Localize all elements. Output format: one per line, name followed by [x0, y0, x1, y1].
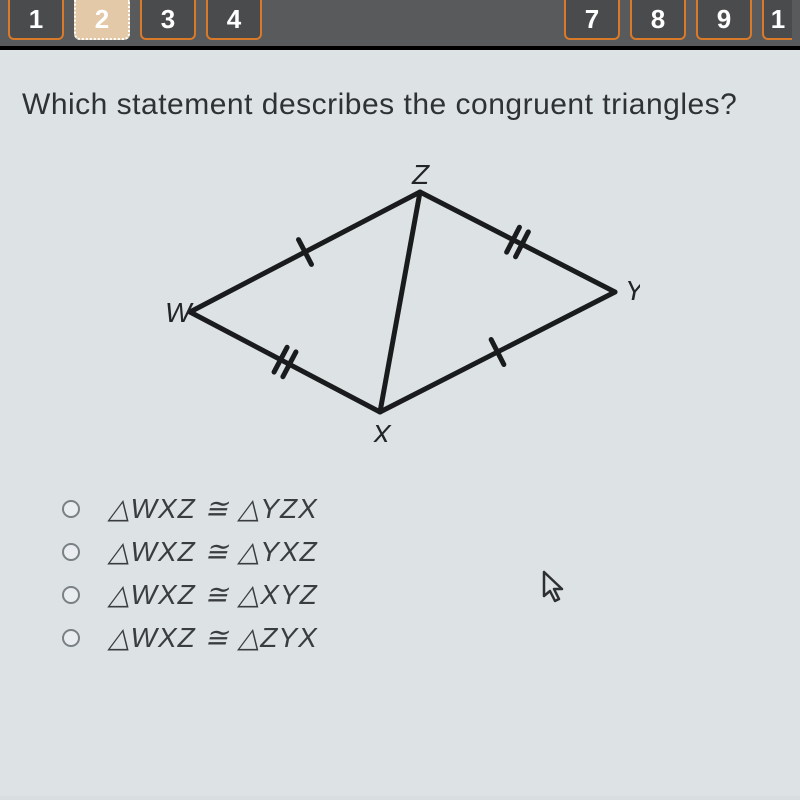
option-c[interactable]: △WXZ ≅ △XYZ	[62, 578, 778, 611]
radio-icon	[62, 629, 80, 647]
question-nav-bar: 1 2 3 4 7 8 9 1	[0, 0, 800, 50]
question-content: Which statement describes the congruent …	[0, 50, 800, 796]
question-text: Which statement describes the congruent …	[22, 88, 778, 122]
svg-text:X: X	[371, 419, 392, 442]
radio-icon	[62, 586, 80, 604]
nav-item-3[interactable]: 3	[140, 0, 196, 40]
option-label: △WXZ ≅ △XYZ	[108, 578, 318, 611]
nav-item-4[interactable]: 4	[206, 0, 262, 40]
option-label: △WXZ ≅ △YXZ	[108, 535, 318, 568]
svg-text:Z: Z	[411, 162, 430, 190]
nav-item-8[interactable]: 8	[630, 0, 686, 40]
svg-text:W: W	[165, 297, 194, 328]
answer-options: △WXZ ≅ △YZX △WXZ ≅ △YXZ △WXZ ≅ △XYZ △WXZ…	[62, 492, 778, 654]
nav-item-2[interactable]: 2	[74, 0, 130, 40]
radio-icon	[62, 543, 80, 561]
nav-item-7[interactable]: 7	[564, 0, 620, 40]
svg-text:Y: Y	[625, 275, 640, 306]
nav-item-9[interactable]: 9	[696, 0, 752, 40]
option-label: △WXZ ≅ △ZYX	[108, 621, 318, 654]
nav-item-10[interactable]: 1	[762, 0, 792, 40]
option-a[interactable]: △WXZ ≅ △YZX	[62, 492, 778, 525]
nav-item-1[interactable]: 1	[8, 0, 64, 40]
option-label: △WXZ ≅ △YZX	[108, 492, 318, 525]
triangle-figure: W Z Y X	[160, 162, 640, 442]
option-d[interactable]: △WXZ ≅ △ZYX	[62, 621, 778, 654]
radio-icon	[62, 500, 80, 518]
option-b[interactable]: △WXZ ≅ △YXZ	[62, 535, 778, 568]
figure-container: W Z Y X	[22, 162, 778, 442]
